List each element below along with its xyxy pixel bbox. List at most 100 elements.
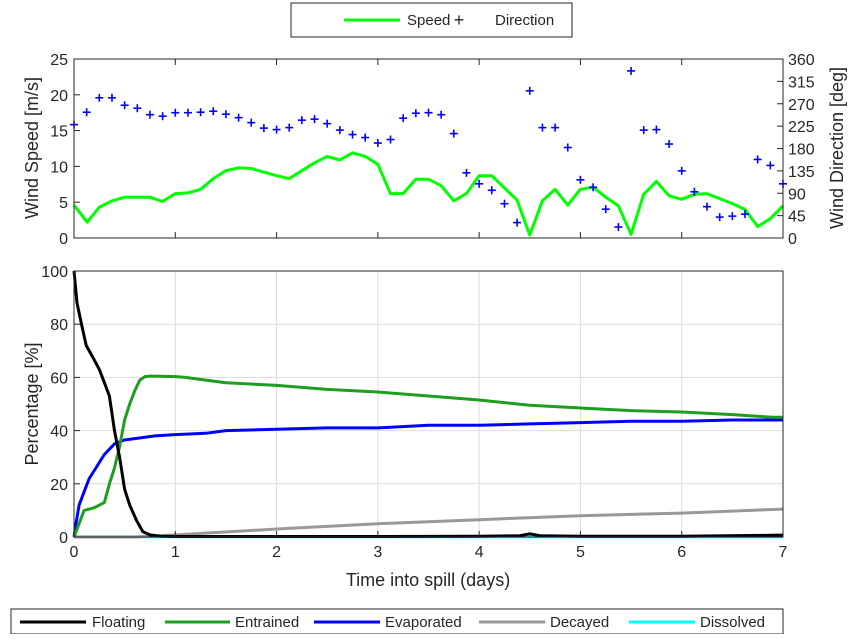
bottom-y-tick-label: 80 (50, 317, 68, 334)
top-right-axis-title: Wind Direction [deg] (827, 67, 847, 229)
floating-line (72, 270, 784, 538)
bottom-x-tick-label: 6 (677, 544, 686, 561)
direction-point (715, 213, 724, 222)
direction-point (247, 118, 256, 127)
direction-point (652, 125, 661, 134)
direction-point (449, 129, 458, 138)
top-right-y-tick-label: 180 (788, 142, 815, 159)
top-panel-axes: 0 5 10 15 20 25 0 45 90 135 180 225 270 315 360 (50, 52, 815, 248)
bottom-panel-grid (73, 270, 784, 538)
direction-point (411, 109, 420, 118)
top-left-y-tick-label: 25 (50, 52, 68, 69)
top-panel-frame (73, 58, 784, 239)
direction-point (196, 108, 205, 117)
top-left-y-tick-label: 5 (59, 195, 68, 212)
bottom-x-tick-label: 5 (576, 544, 585, 561)
top-left-y-tick-label: 10 (50, 159, 68, 176)
direction-point (589, 183, 598, 192)
direction-point (323, 119, 332, 128)
legend-label-evaporated: Evaporated (385, 614, 462, 631)
legend-top: Speed + Direction (290, 2, 573, 38)
direction-point (741, 210, 750, 219)
speed-line (72, 151, 785, 237)
direction-point (753, 155, 762, 164)
bottom-x-tick-label: 7 (779, 544, 788, 561)
top-left-y-tick-label: 0 (59, 231, 68, 248)
direction-point (399, 114, 408, 123)
bottom-x-axis-title: Time into spill (days) (346, 570, 510, 590)
bottom-x-tick-label: 1 (171, 544, 180, 561)
top-right-y-tick-label: 0 (788, 231, 797, 248)
direction-point (639, 126, 648, 135)
direction-point (690, 187, 699, 196)
legend-label-decayed: Decayed (550, 614, 609, 631)
direction-point (373, 139, 382, 148)
direction-point (335, 126, 344, 135)
bottom-x-tick-label: 2 (272, 544, 281, 561)
top-right-y-tick-label: 225 (788, 119, 815, 136)
direction-point (487, 186, 496, 195)
direction-point (563, 143, 572, 152)
top-right-y-tick-label: 45 (788, 209, 806, 226)
direction-point (348, 130, 357, 139)
direction-point (120, 101, 129, 110)
direction-point (386, 135, 395, 144)
bottom-y-tick-label: 100 (41, 264, 68, 281)
wind-series-layer (70, 66, 787, 237)
direction-point (601, 205, 610, 214)
direction-point (437, 110, 446, 119)
bottom-panel-frame (73, 270, 784, 538)
direction-point (82, 108, 91, 117)
bottom-x-tick-label: 0 (70, 544, 79, 561)
top-left-axis-title: Wind Speed [m/s] (22, 77, 42, 219)
weathering-series-layer (72, 270, 784, 539)
top-right-y-tick-label: 360 (788, 52, 815, 69)
bottom-y-tick-label: 60 (50, 370, 68, 387)
direction-point (297, 116, 306, 125)
bottom-x-tick-label: 3 (373, 544, 382, 561)
top-right-y-tick-label: 135 (788, 164, 815, 181)
legend-label-direction: Direction (495, 12, 554, 29)
direction-point (145, 110, 154, 119)
legend-label-entrained: Entrained (235, 614, 299, 631)
direction-point (259, 124, 268, 133)
direction-point (361, 133, 370, 142)
legend-bottom: Floating Entrained Evaporated Decayed Di… (10, 608, 784, 635)
evaporated-line (72, 418, 783, 538)
direction-point (95, 93, 104, 102)
direction-point (500, 199, 509, 208)
direction-point (209, 107, 218, 116)
direction-point (513, 218, 522, 227)
direction-point (107, 93, 116, 102)
top-left-y-tick-label: 15 (50, 124, 68, 141)
direction-point (158, 112, 167, 121)
direction-point (538, 123, 547, 132)
bottom-y-tick-label: 20 (50, 477, 68, 494)
direction-point (221, 110, 230, 119)
legend-label-floating: Floating (92, 614, 145, 631)
direction-point (677, 166, 686, 175)
direction-point (234, 113, 243, 122)
direction-point (310, 115, 319, 124)
top-right-y-tick-label: 315 (788, 74, 815, 91)
legend-label-dissolved: Dissolved (700, 614, 765, 631)
legend-marker-direction: + (454, 10, 465, 30)
bottom-y-tick-label: 0 (59, 530, 68, 547)
bottom-y-axis-title: Percentage [%] (22, 342, 42, 465)
top-left-y-tick-label: 20 (50, 88, 68, 105)
top-right-y-tick-label: 270 (788, 97, 815, 114)
legend-top-box (290, 2, 573, 38)
direction-point (133, 104, 142, 113)
bottom-x-tick-label: 4 (475, 544, 484, 561)
legend-label-speed: Speed (407, 12, 450, 29)
entrained-line (72, 374, 783, 538)
top-right-y-tick-label: 90 (788, 186, 806, 203)
direction-point (171, 108, 180, 117)
direction-point (462, 168, 471, 177)
direction-point (272, 125, 281, 134)
direction-point (475, 179, 484, 188)
direction-point (703, 202, 712, 211)
direction-point (665, 140, 674, 149)
